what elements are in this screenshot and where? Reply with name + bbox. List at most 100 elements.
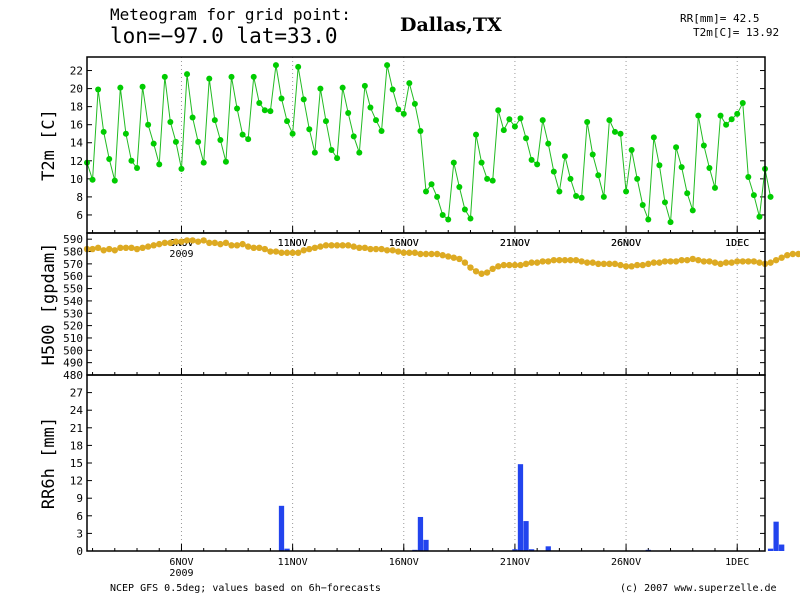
temperature-point — [389, 86, 396, 93]
geopotential-point — [211, 239, 219, 247]
precip-bar — [284, 548, 290, 551]
temperature-point — [484, 175, 491, 182]
x-tick-label: 1DEC — [725, 238, 749, 249]
geopotential-point — [628, 263, 635, 270]
geopotential-point — [633, 261, 641, 269]
x-tick-label: 26NOV — [611, 557, 641, 568]
geopotential-point — [561, 256, 569, 264]
x-tick-label: 11NOV — [278, 238, 308, 249]
geopotential-point — [411, 249, 419, 256]
x-tick-label: 21NOV — [500, 557, 530, 568]
geopotential-point — [100, 247, 107, 254]
geopotential-point — [711, 259, 719, 266]
temperature-point — [617, 130, 624, 137]
temperature-point — [267, 108, 274, 115]
geopotential-point — [189, 237, 196, 244]
temperature-point — [117, 84, 124, 91]
geopotential-point — [233, 242, 241, 249]
temperature-point — [100, 128, 107, 135]
temperature-point — [528, 156, 535, 163]
temperature-point — [711, 184, 718, 191]
geopotential-point — [445, 253, 452, 260]
temperature-point — [589, 151, 596, 158]
temperature-point — [139, 83, 146, 90]
temperature-point — [539, 117, 546, 124]
y-tick-label: 3 — [76, 527, 83, 540]
temperature-point — [456, 183, 463, 190]
geopotential-point — [706, 258, 713, 265]
temperature-point — [728, 116, 735, 123]
geopotential-point — [750, 258, 758, 265]
temperature-point — [650, 134, 657, 141]
y-tick-label: 27 — [70, 387, 83, 400]
temperature-point — [206, 75, 213, 82]
temperature-point — [311, 149, 318, 156]
precip-bar — [517, 464, 524, 551]
geopotential-point — [533, 259, 541, 266]
temperature-point — [334, 155, 341, 162]
geopotential-point — [739, 258, 746, 265]
geopotential-point — [106, 245, 113, 253]
temperature-point — [150, 140, 157, 147]
temperature-point — [584, 118, 591, 125]
geopotential-point — [178, 238, 185, 245]
temperature-point — [700, 142, 707, 149]
geopotential-point — [583, 259, 591, 266]
geopotential-point — [478, 270, 485, 277]
geopotential-point — [139, 244, 146, 252]
temperature-point — [134, 165, 141, 172]
temperature-point — [684, 190, 691, 197]
temperature-point — [434, 193, 441, 200]
temperature-point — [678, 164, 685, 171]
y-tick-label: 580 — [63, 246, 83, 259]
temperature-point — [350, 133, 357, 140]
geopotential-point — [117, 244, 124, 252]
geopotential-point — [239, 240, 246, 248]
temperature-point — [95, 86, 102, 93]
temperature-point — [606, 117, 613, 124]
precip-bar — [767, 548, 774, 551]
geopotential-point — [361, 244, 369, 252]
y-tick-label: 6 — [76, 510, 83, 523]
temperature-point — [395, 106, 402, 113]
temperature-point — [317, 85, 324, 92]
geopotential-point — [433, 250, 441, 258]
temperature-point — [384, 62, 391, 69]
precip-bar — [779, 544, 785, 551]
temperature-point — [406, 80, 413, 87]
y-tick-label: 20 — [70, 83, 83, 96]
x-tick-year-label: 2009 — [169, 568, 193, 579]
y-tick-label: 12 — [70, 155, 83, 168]
geopotential-point — [472, 268, 480, 275]
temperature-point — [639, 202, 646, 209]
temperature-point — [261, 107, 268, 114]
temperature-point — [300, 96, 307, 103]
temperature-point — [673, 144, 680, 151]
geopotential-point — [617, 261, 624, 269]
temperature-point — [295, 63, 302, 70]
geopotential-point — [256, 244, 263, 252]
geopotential-point — [645, 260, 652, 268]
geopotential-point — [450, 254, 457, 261]
temperature-point — [178, 165, 185, 172]
geopotential-point — [467, 264, 474, 271]
temperature-point — [545, 140, 552, 147]
temperature-point — [567, 175, 574, 182]
temperature-point — [428, 181, 435, 188]
temperature-point — [445, 216, 452, 223]
geopotential-point — [539, 258, 546, 265]
temperature-point — [278, 95, 285, 102]
temperature-point — [511, 123, 518, 130]
geopotential-point — [172, 238, 180, 245]
temperature-point — [489, 177, 496, 184]
temperature-point — [106, 155, 113, 162]
geopotential-point — [489, 265, 496, 273]
temperature-point — [245, 136, 252, 143]
temperature-point — [595, 172, 602, 179]
geopotential-point — [745, 258, 752, 265]
temperature-point — [667, 219, 674, 226]
panel-frame — [86, 374, 766, 552]
y-tick-label: 510 — [63, 332, 83, 345]
geopotential-point — [683, 256, 691, 264]
